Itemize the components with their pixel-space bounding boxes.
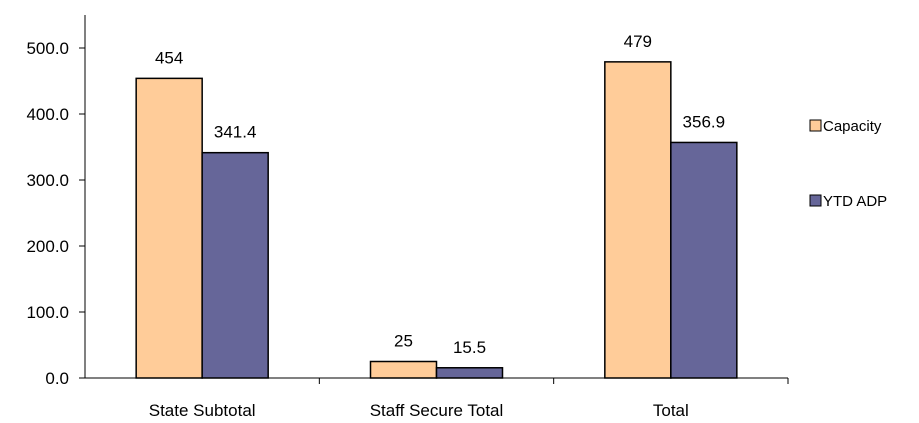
legend-swatch-capacity: [809, 119, 822, 132]
y-tick-label: 200.0: [26, 237, 69, 256]
legend-label-capacity: Capacity: [823, 118, 882, 135]
bar-ytd-adp: [435, 367, 504, 379]
y-tick-label: 400.0: [26, 105, 69, 124]
legend-swatch-ytd-adp: [809, 194, 822, 207]
bars: [135, 61, 738, 379]
legend-label-ytd-adp: YTD ADP: [823, 193, 887, 210]
y-tick-label: 300.0: [26, 171, 69, 190]
x-category-label: Staff Secure Total: [370, 401, 504, 420]
y-tick-label: 0.0: [45, 369, 69, 388]
data-label: 454: [155, 48, 183, 67]
data-label: 479: [624, 32, 652, 51]
y-tick-label: 100.0: [26, 303, 69, 322]
x-category-label: Total: [653, 401, 689, 420]
y-tick-label: 500.0: [26, 39, 69, 58]
data-label: 341.4: [214, 123, 257, 142]
data-label: 25: [394, 332, 413, 351]
x-category-label: State Subtotal: [149, 401, 256, 420]
bar-capacity: [369, 360, 438, 379]
bar-ytd-adp: [201, 151, 269, 379]
data-label: 15.5: [453, 338, 486, 357]
bar-capacity: [135, 77, 203, 379]
bar-capacity: [604, 61, 672, 379]
bar-ytd-adp: [670, 141, 738, 379]
data-labels: 454 341.4 25 15.5 479 356.9: [155, 32, 725, 357]
data-label: 356.9: [683, 112, 726, 131]
legend: Capacity YTD ADP: [809, 118, 887, 210]
